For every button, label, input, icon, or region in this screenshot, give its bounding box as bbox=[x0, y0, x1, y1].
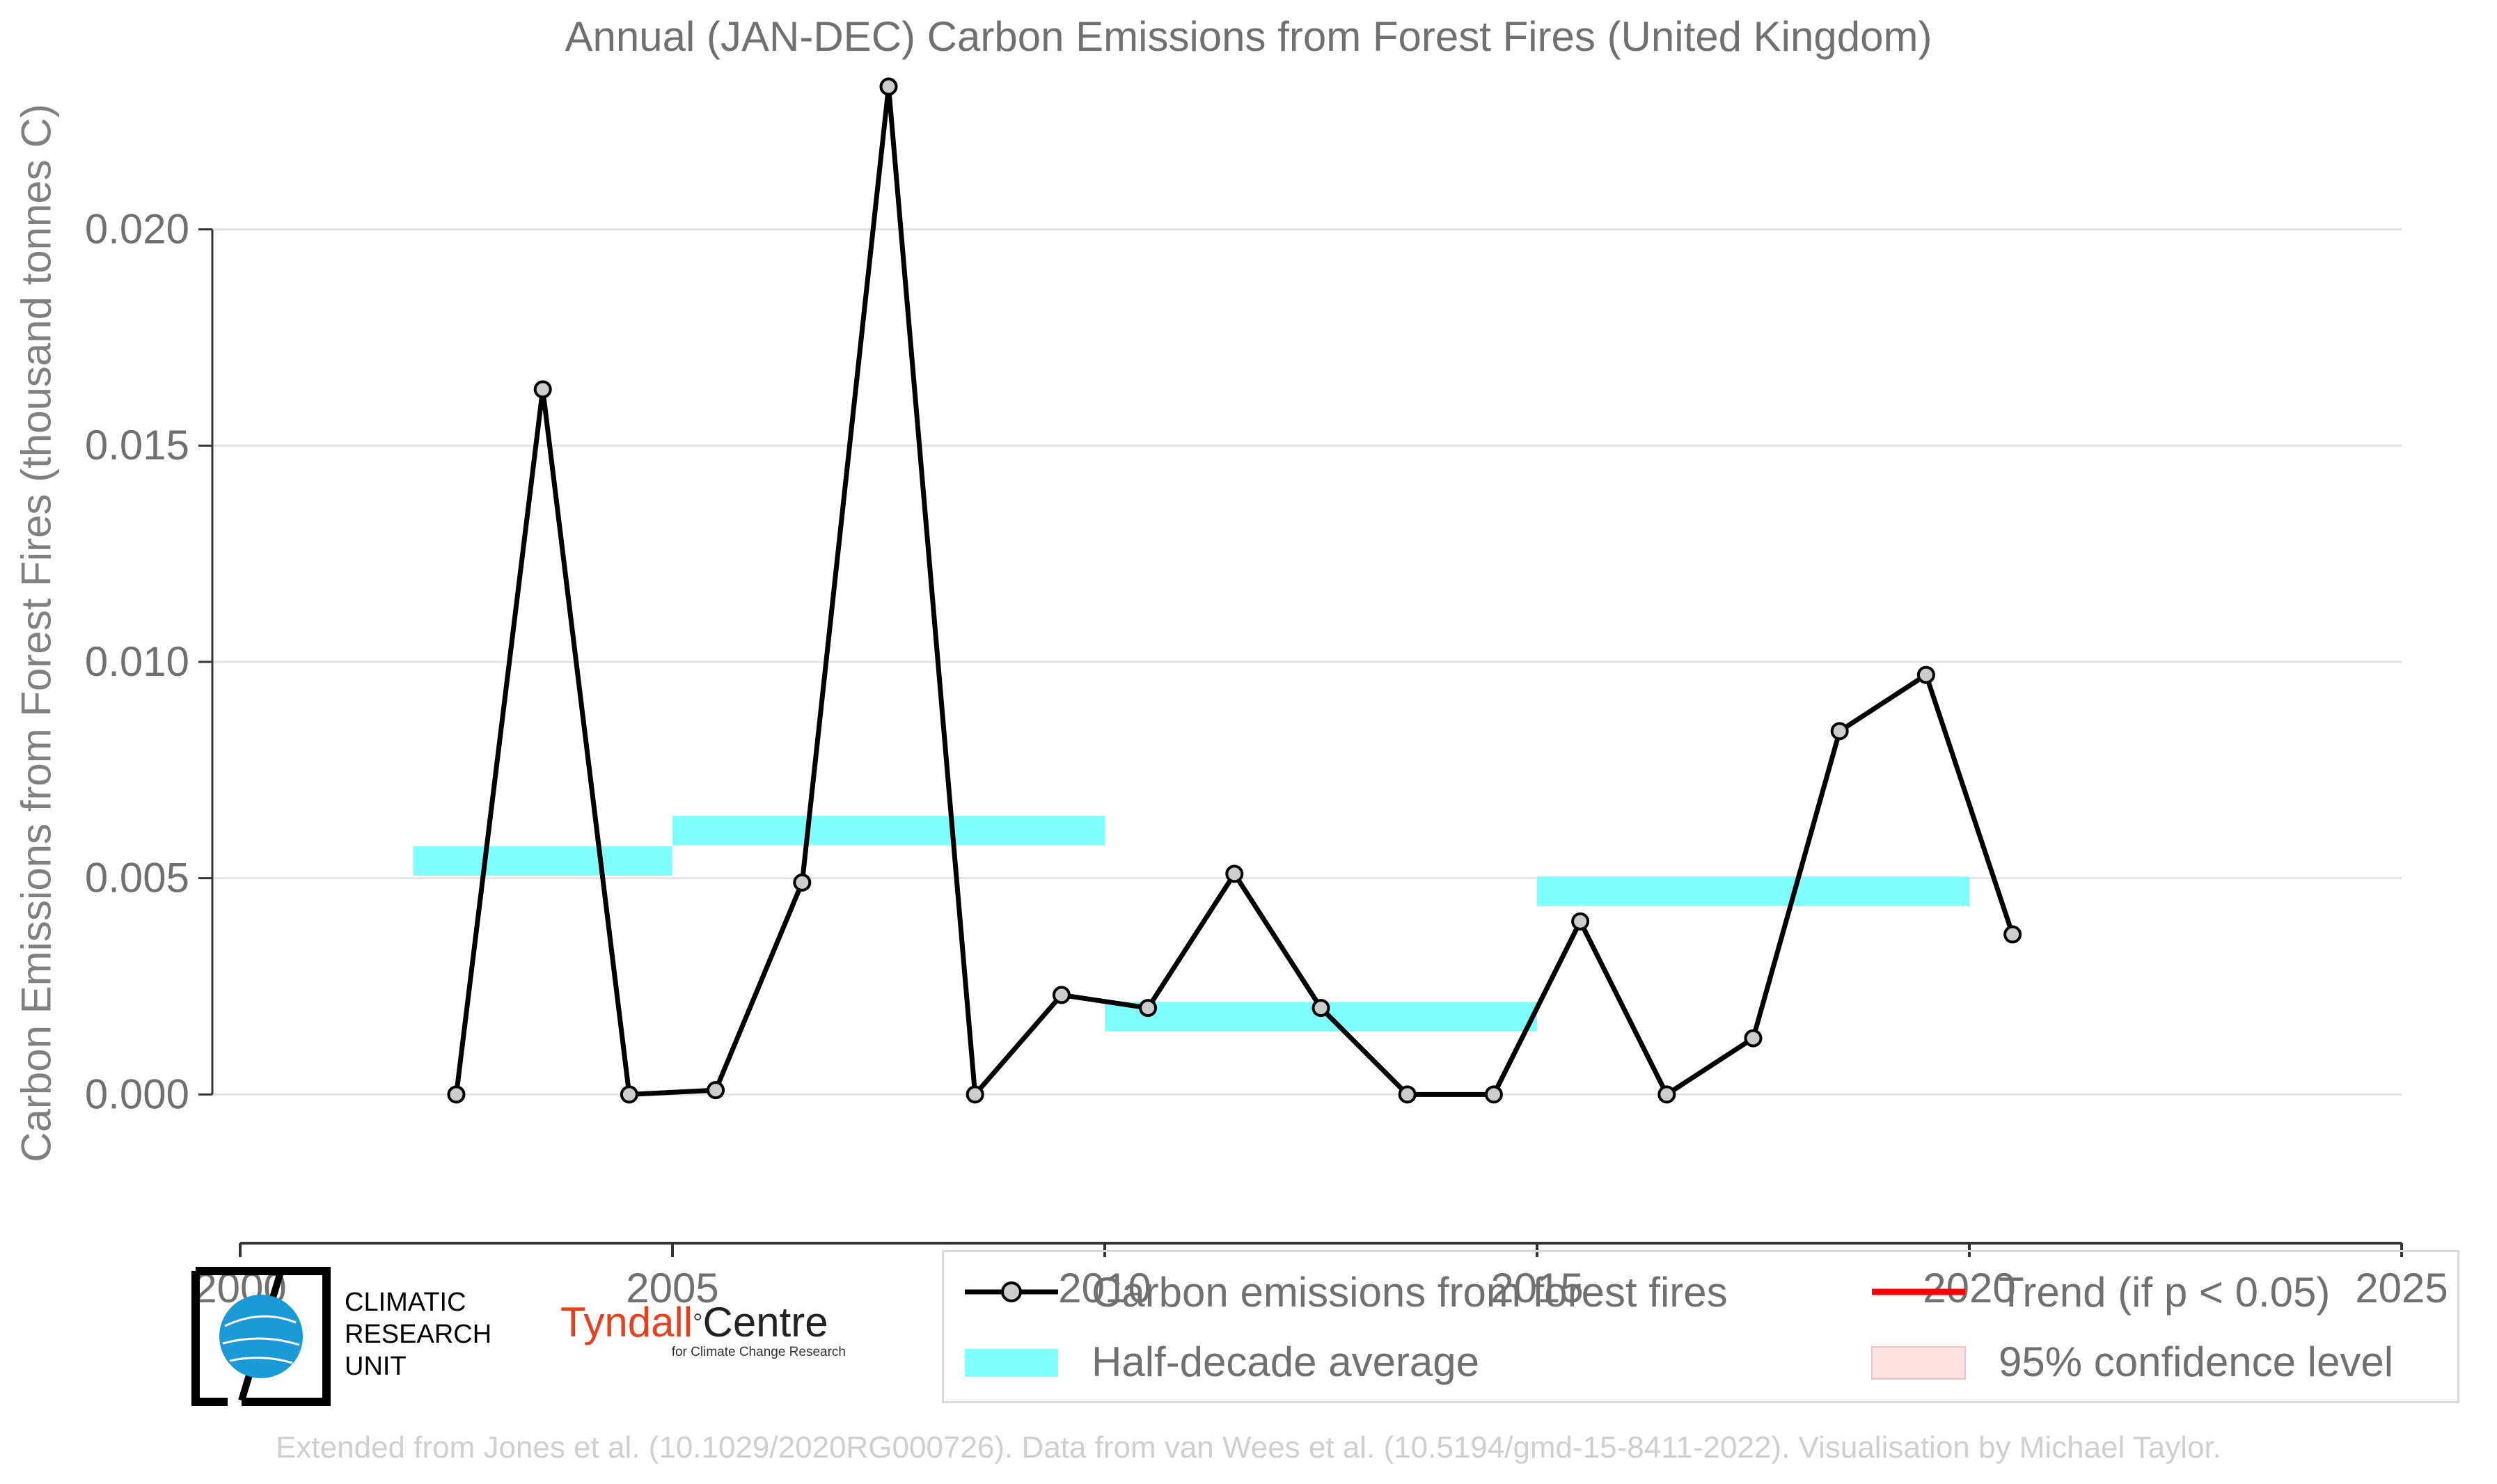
half-decade-band bbox=[1537, 876, 1969, 906]
legend-label-half-decade: Half-decade average bbox=[1092, 1338, 1480, 1385]
legend-patch-pink-icon bbox=[1871, 1346, 1966, 1380]
data-point bbox=[1484, 1085, 1503, 1104]
globe-icon bbox=[191, 1267, 331, 1406]
data-point bbox=[707, 1081, 725, 1100]
data-point bbox=[879, 77, 898, 96]
legend-label-emissions: Carbon emissions from forest fires bbox=[1092, 1268, 1728, 1316]
legend-patch-cyan-icon bbox=[965, 1349, 1058, 1377]
data-point bbox=[1398, 1085, 1417, 1104]
cru-line-2: RESEARCH bbox=[345, 1320, 492, 1349]
data-point bbox=[2003, 925, 2022, 944]
y-tick-label: 0.005 bbox=[85, 855, 189, 901]
data-point bbox=[620, 1085, 638, 1104]
y-tick-label: 0.020 bbox=[85, 206, 189, 253]
half-decade-bands bbox=[413, 816, 1969, 1032]
axes bbox=[198, 228, 2403, 1257]
cru-line-1: CLIMATIC bbox=[345, 1288, 466, 1317]
legend-label-confidence: 95% confidence level bbox=[1999, 1338, 2394, 1385]
x-tick-label: 2015 bbox=[1490, 1265, 1583, 1311]
tyndall-logo: Tyndall°Centre for Climate Change Resear… bbox=[560, 1300, 853, 1377]
data-point bbox=[1744, 1029, 1763, 1048]
x-tick-label: 2005 bbox=[626, 1265, 718, 1311]
legend-item-confidence: 95% confidence level bbox=[1866, 1330, 2393, 1393]
half-decade-band bbox=[672, 816, 1105, 846]
degree-icon: ° bbox=[693, 1308, 703, 1336]
legend-line-red-icon bbox=[1872, 1288, 1965, 1295]
x-tick-label: 2025 bbox=[2355, 1265, 2448, 1311]
tyndall-name-red: Tyndall bbox=[560, 1299, 693, 1345]
gridlines bbox=[212, 228, 2402, 1096]
legend-item-trend: Trend (if p < 0.05) bbox=[1866, 1261, 2330, 1323]
credit-line: Extended from Jones et al. (10.1029/2020… bbox=[276, 1430, 2221, 1465]
chart-legend: Carbon emissions from forest fires Half-… bbox=[942, 1250, 2459, 1403]
x-tick-label: 2020 bbox=[1923, 1265, 2015, 1311]
series-line-emissions bbox=[454, 84, 2015, 1097]
data-point bbox=[1225, 865, 1244, 883]
data-point bbox=[793, 873, 812, 892]
data-point bbox=[1830, 722, 1849, 741]
data-point bbox=[966, 1085, 984, 1104]
legend-line-marker-icon bbox=[965, 1281, 1058, 1302]
cru-logo: CLIMATIC RESEARCH UNIT bbox=[191, 1267, 505, 1413]
legend-item-emissions: Carbon emissions from forest fires bbox=[959, 1261, 1728, 1323]
data-point bbox=[1916, 665, 1935, 684]
x-tick-label: 2010 bbox=[1058, 1265, 1151, 1311]
data-point bbox=[1657, 1085, 1676, 1104]
y-tick-label: 0.010 bbox=[85, 638, 189, 685]
tyndall-name-black: Centre bbox=[702, 1299, 828, 1345]
series-line bbox=[454, 84, 2015, 1097]
y-tick-label: 0.015 bbox=[85, 422, 189, 468]
legend-label-trend: Trend (if p < 0.05) bbox=[1999, 1268, 2331, 1316]
data-point bbox=[1139, 999, 1158, 1018]
series-markers bbox=[447, 77, 2022, 1104]
data-point bbox=[447, 1085, 466, 1104]
data-point bbox=[1571, 912, 1590, 931]
half-decade-band bbox=[413, 846, 672, 876]
data-point bbox=[533, 380, 552, 399]
data-point bbox=[1311, 999, 1330, 1018]
chart-title: Annual (JAN-DEC) Carbon Emissions from F… bbox=[565, 13, 1932, 60]
y-tick-label: 0.000 bbox=[85, 1071, 189, 1117]
legend-item-half-decade: Half-decade average bbox=[959, 1330, 1479, 1393]
tyndall-subtitle: for Climate Change Research bbox=[671, 1345, 846, 1359]
cru-line-3: UNIT bbox=[345, 1352, 407, 1381]
data-point bbox=[1052, 986, 1071, 1004]
y-axis-label: Carbon Emissions from Forest Fires (thou… bbox=[13, 104, 60, 1162]
